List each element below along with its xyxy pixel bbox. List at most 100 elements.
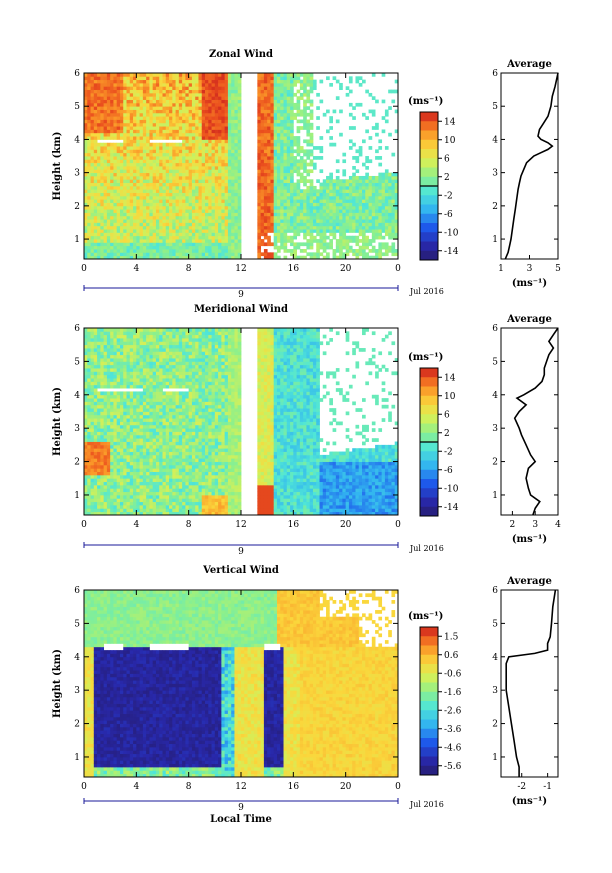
heatmap-cell: [136, 152, 140, 157]
heatmap-cell: [182, 232, 186, 237]
heatmap-cell: [142, 102, 147, 107]
heatmap-cell: [100, 421, 105, 426]
heatmap-cell: [90, 448, 95, 452]
heatmap-cell: [352, 142, 356, 147]
heatmap-cell: [87, 222, 91, 227]
heatmap-cell: [119, 169, 124, 174]
heatmap-cell: [375, 202, 379, 207]
heatmap-cell: [165, 255, 170, 259]
heatmap-cell: [319, 192, 324, 197]
heatmap-cell: [218, 252, 222, 257]
heatmap-cell: [178, 149, 183, 154]
heatmap-cell: [87, 162, 91, 167]
heatmap-cell: [113, 185, 118, 190]
heatmap-cell: [165, 129, 170, 134]
heatmap-cell: [276, 106, 281, 110]
heatmap-cell: [155, 182, 160, 187]
heatmap-cell: [119, 351, 124, 356]
heatmap-cell: [224, 136, 229, 140]
heatmap-cell: [116, 129, 121, 134]
heatmap-cell: [87, 209, 91, 213]
heatmap-cell: [149, 235, 154, 240]
heatmap-cell: [84, 491, 88, 496]
heatmap-cell: [119, 195, 124, 200]
heatmap-cell: [214, 205, 219, 210]
heatmap-cell: [345, 249, 350, 253]
heatmap-cell: [214, 225, 219, 230]
heatmap-cell: [214, 235, 219, 240]
heatmap-cell: [136, 192, 140, 197]
heatmap-cell: [283, 255, 288, 259]
heatmap-cell: [185, 112, 190, 117]
heatmap-cell: [90, 102, 95, 107]
heatmap-cell: [84, 504, 88, 509]
heatmap-cell: [290, 235, 294, 240]
heatmap-cell: [214, 229, 219, 233]
heatmap-cell: [113, 361, 118, 366]
heatmap-cell: [368, 209, 373, 213]
heatmap-cell: [208, 73, 212, 77]
heatmap-cell: [90, 112, 95, 117]
heatmap-cell: [185, 146, 190, 150]
heatmap-cell: [211, 92, 216, 97]
heatmap-cell: [169, 175, 173, 180]
heatmap-cell: [106, 441, 111, 446]
heatmap-cell: [139, 129, 144, 134]
heatmap-cell: [103, 162, 108, 167]
heatmap-cell: [133, 162, 137, 167]
heatmap-cell: [169, 255, 173, 259]
heatmap-cell: [182, 122, 186, 127]
heatmap-cell: [263, 182, 268, 187]
heatmap-cell: [224, 149, 229, 154]
heatmap-cell: [146, 136, 150, 140]
heatmap-cell: [149, 129, 154, 134]
heatmap-cell: [293, 222, 297, 227]
heatmap-cell: [335, 195, 340, 200]
heatmap-cell: [267, 139, 271, 144]
heatmap-cell: [110, 169, 114, 174]
heatmap-cell: [306, 149, 311, 154]
heatmap-cell: [309, 195, 314, 200]
heatmap-cell: [224, 96, 229, 100]
heatmap-cell: [368, 219, 373, 223]
heatmap-cell: [155, 82, 160, 87]
heatmap-cell: [123, 112, 127, 117]
heatmap-cell: [234, 99, 239, 104]
heatmap-cell: [116, 175, 121, 180]
heatmap-cell: [335, 229, 340, 233]
heatmap-cell: [84, 424, 88, 429]
heatmap-cell: [290, 142, 294, 147]
heatmap-cell: [227, 245, 232, 250]
heatmap-cell: [322, 242, 327, 247]
heatmap-cell: [84, 106, 88, 110]
heatmap-cell: [84, 112, 88, 117]
heatmap-cell: [293, 182, 297, 187]
heatmap-cell: [149, 202, 154, 207]
heatmap-cell: [231, 182, 235, 187]
heatmap-cell: [345, 222, 350, 227]
heatmap-cell: [87, 109, 91, 114]
heatmap-cell: [270, 106, 275, 110]
heatmap-cell: [155, 99, 160, 104]
heatmap-cell: [129, 76, 134, 81]
heatmap-cell: [84, 458, 88, 462]
heatmap-cell: [224, 99, 229, 104]
heatmap-cell: [286, 139, 291, 144]
heatmap-cell: [100, 481, 105, 486]
heatmap-cell: [136, 232, 140, 237]
heatmap-cell: [110, 195, 114, 200]
heatmap-cell: [270, 146, 275, 150]
heatmap-cell: [391, 185, 396, 190]
heatmap-cell: [106, 398, 111, 402]
heatmap-cell: [106, 351, 111, 356]
heatmap-cell: [273, 112, 278, 117]
heatmap-cell: [365, 205, 369, 210]
heatmap-cell: [175, 245, 180, 250]
heatmap-cell: [103, 215, 108, 220]
heatmap-cell: [103, 351, 108, 356]
heatmap-cell: [329, 116, 333, 120]
heatmap-cell: [214, 152, 219, 157]
heatmap-cell: [93, 404, 98, 409]
heatmap-cell: [142, 149, 147, 154]
heatmap-cell: [267, 156, 271, 160]
